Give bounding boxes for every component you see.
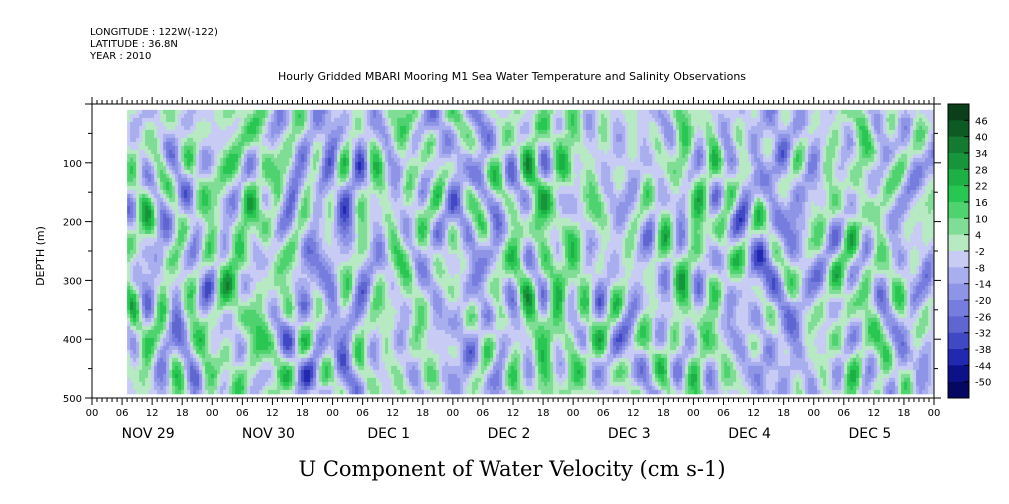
y-tick-label: 300 xyxy=(63,276,82,287)
y-tick-label: 100 xyxy=(63,159,82,170)
x-tick-label: 12 xyxy=(867,408,880,419)
x-tick-label: 12 xyxy=(386,408,399,419)
colorbar-label: 16 xyxy=(975,198,988,209)
colorbar-swatch xyxy=(948,381,969,399)
x-tick-label: 00 xyxy=(807,408,820,419)
y-ticks xyxy=(85,103,941,399)
colorbar-swatch xyxy=(948,153,969,170)
x-tick-label: 06 xyxy=(356,408,369,419)
y-tick-label: 200 xyxy=(63,218,82,229)
x-tick-label: 12 xyxy=(747,408,760,419)
x-tick-label: 06 xyxy=(236,408,249,419)
colorbar-label: 10 xyxy=(975,214,988,225)
colorbar-swatch xyxy=(948,104,969,121)
colorbar-label: 4 xyxy=(975,231,981,242)
colorbar-swatch xyxy=(948,316,969,333)
x-tick-label: 18 xyxy=(537,408,550,419)
x-tick-label: 00 xyxy=(206,408,219,419)
colorbar-label: -44 xyxy=(975,361,991,372)
colorbar-label: -32 xyxy=(975,329,991,340)
colorbar-label: 40 xyxy=(975,133,988,144)
y-tick-label: 500 xyxy=(63,394,82,405)
x-day-label: DEC 1 xyxy=(367,426,410,442)
x-tick-label: 18 xyxy=(296,408,309,419)
plot-area xyxy=(85,97,941,405)
year-label: YEAR : 2010 xyxy=(89,51,151,62)
x-tick-label: 06 xyxy=(597,408,610,419)
colorbar-swatch xyxy=(948,218,969,235)
colorbar-label: 28 xyxy=(975,165,988,176)
x-tick-label: 06 xyxy=(717,408,730,419)
colorbar-swatch xyxy=(948,267,969,284)
colorbar-swatch xyxy=(948,251,969,268)
x-tick-label: 06 xyxy=(837,408,850,419)
colorbar-label: -38 xyxy=(975,345,991,356)
x-axis-label: U Component of Water Velocity (cm s-1) xyxy=(298,457,725,481)
x-tick-label: 12 xyxy=(266,408,279,419)
x-tick-label: 12 xyxy=(507,408,520,419)
colorbar-label: 46 xyxy=(975,116,988,127)
x-day-label: DEC 2 xyxy=(488,426,531,442)
x-tick-label: 18 xyxy=(777,408,790,419)
colorbar-label: -20 xyxy=(975,296,991,307)
x-tick-label: 00 xyxy=(86,408,99,419)
x-ticks xyxy=(91,97,935,405)
chart-title: Hourly Gridded MBARI Mooring M1 Sea Wate… xyxy=(278,70,746,83)
colorbar-label: 34 xyxy=(975,149,988,160)
y-tick-label: 400 xyxy=(63,335,82,346)
x-day-label: NOV 29 xyxy=(122,426,175,442)
x-day-label: DEC 5 xyxy=(848,426,891,442)
x-tick-label: 18 xyxy=(416,408,429,419)
colorbar-swatch xyxy=(948,365,969,382)
x-tick-label: 06 xyxy=(116,408,129,419)
x-tick-label: 00 xyxy=(687,408,700,419)
colorbar-legend: 46 40 34 28 22 16 10 4 -2 -8 -14 -20 -26 -32 -38 -44 -50 xyxy=(947,103,991,399)
x-tick-label: 12 xyxy=(146,408,159,419)
x-tick-label: 06 xyxy=(477,408,490,419)
x-tick-label: 18 xyxy=(176,408,189,419)
colorbar-swatch xyxy=(948,283,969,301)
x-day-label: DEC 4 xyxy=(728,426,771,442)
colorbar-label: -50 xyxy=(975,378,991,389)
colorbar-swatch xyxy=(948,185,969,203)
colorbar-swatch xyxy=(948,332,969,350)
colorbar-label: 22 xyxy=(975,182,988,193)
colorbar-label: -8 xyxy=(975,263,985,274)
x-tick-label: 00 xyxy=(446,408,459,419)
colorbar-swatch xyxy=(948,136,969,154)
x-tick-label: 00 xyxy=(928,408,941,419)
x-tick-label: 18 xyxy=(657,408,670,419)
x-day-label: NOV 30 xyxy=(242,426,295,442)
latitude-label: LATITUDE : 36.8N xyxy=(90,39,178,50)
longitude-label: LONGITUDE : 122W(-122) xyxy=(90,27,218,38)
x-tick-label: 00 xyxy=(567,408,580,419)
colorbar-label: -2 xyxy=(975,247,985,258)
x-day-label: DEC 3 xyxy=(608,426,651,442)
colorbar-swatch xyxy=(948,349,969,366)
y-axis-label: DEPTH (m) xyxy=(34,226,47,286)
colorbar-label: -14 xyxy=(975,280,991,291)
colorbar-label: -26 xyxy=(975,312,991,323)
colorbar-swatch xyxy=(948,202,969,219)
x-tick-label: 18 xyxy=(898,408,911,419)
heatmap-field xyxy=(127,109,935,395)
colorbar-swatch xyxy=(948,120,969,137)
colorbar-swatch xyxy=(948,300,969,317)
x-tick-label: 12 xyxy=(627,408,640,419)
x-tick-label: 00 xyxy=(326,408,339,419)
colorbar-swatch xyxy=(948,169,969,186)
colorbar-swatch xyxy=(948,234,969,252)
